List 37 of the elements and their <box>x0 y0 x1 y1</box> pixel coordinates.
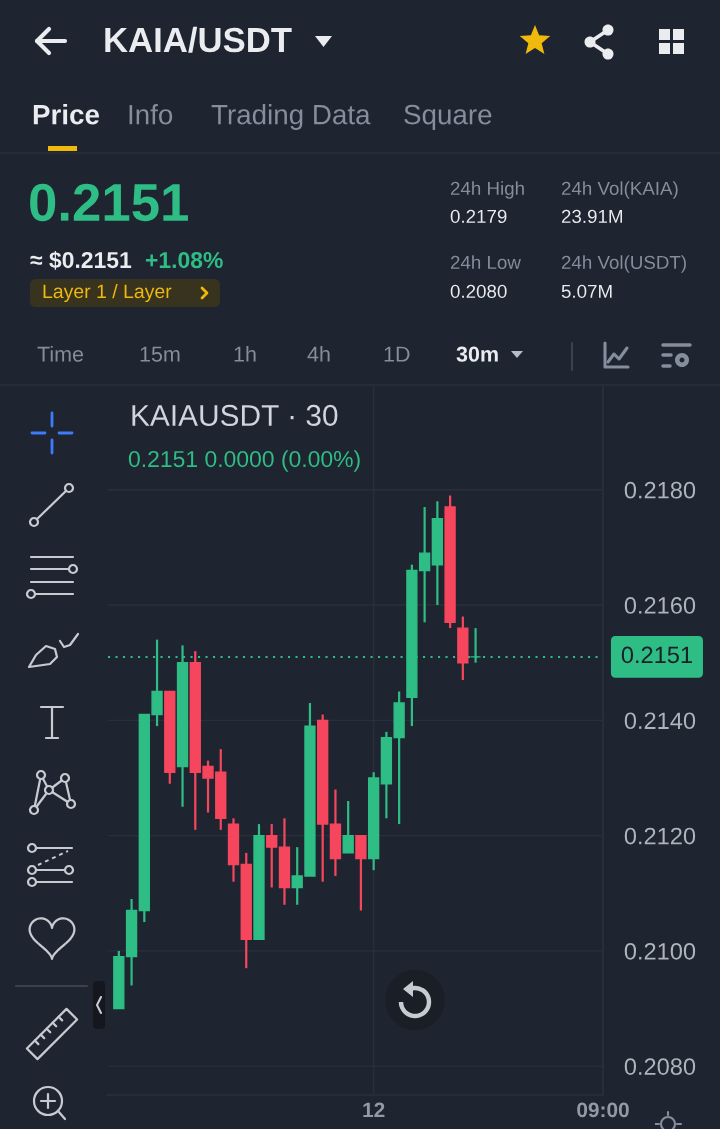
text: 23.91M <box>561 209 622 224</box>
candlestick <box>266 822 278 889</box>
text: 24h Vol(KAIA) <box>561 181 678 199</box>
text: Layer 1 / Layer <box>43 283 172 303</box>
text: 24h High <box>450 181 524 199</box>
text: Trading Data <box>211 104 371 130</box>
candlestick <box>355 834 367 912</box>
chart-title: KAIAUSDT · 30 <box>132 404 338 427</box>
text: Time <box>37 345 84 362</box>
ref-line-label: 0.2151 <box>621 646 692 664</box>
text: 0.2151 0.0000 (0.00%) <box>128 450 360 472</box>
text: 30m <box>456 346 498 362</box>
text: 24h Low <box>450 255 521 270</box>
text: KAIA/USDT <box>105 26 292 53</box>
x-tick-label: 12 <box>363 1102 385 1118</box>
y-tick-label: 0.2140 <box>624 712 696 730</box>
text: 1h <box>234 345 256 362</box>
text: 0.2179 <box>450 209 507 224</box>
text: Info <box>129 104 173 125</box>
text: 1D <box>384 346 410 362</box>
text: ≈ $0.2151 <box>30 250 132 270</box>
text: 24h Vol(USDT) <box>561 255 686 273</box>
y-tick-label: 0.2080 <box>624 1058 696 1075</box>
text: 15m <box>140 346 180 362</box>
y-tick-label: 0.2120 <box>624 827 696 845</box>
x-tick-label: 09:00 <box>577 1102 629 1118</box>
text: Square <box>404 104 492 130</box>
text: +1.08% <box>145 251 223 269</box>
text: 4h <box>307 345 330 362</box>
y-tick-label: 0.2180 <box>624 481 696 499</box>
text: 5.07M <box>561 284 612 299</box>
y-tick-label: 0.2160 <box>624 597 696 614</box>
candlestick <box>342 799 354 855</box>
text: 0.2151 <box>30 183 188 222</box>
text: Price <box>33 104 99 125</box>
y-tick-label: 0.2100 <box>624 942 696 960</box>
text: 0.2080 <box>450 284 507 299</box>
